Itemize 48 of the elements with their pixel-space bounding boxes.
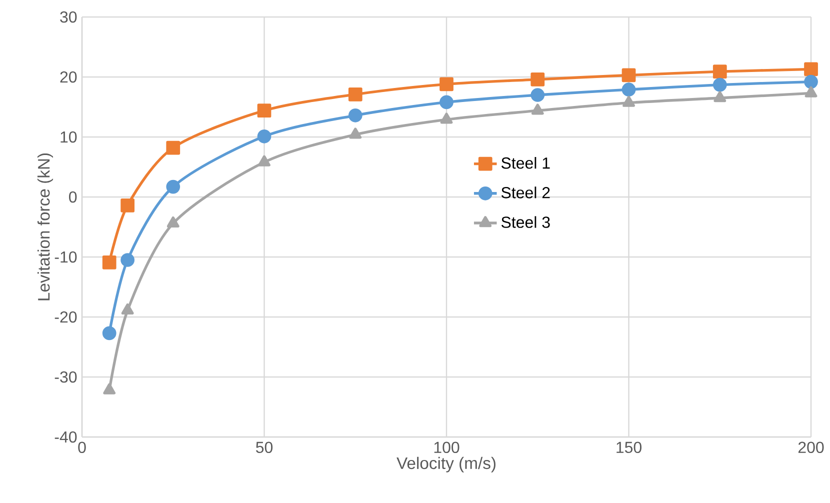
point [166,140,180,155]
point [622,68,636,82]
point [804,62,818,76]
y-tick-label: 30 [60,11,77,23]
point [120,253,134,267]
x-tick-label: 200 [798,442,824,454]
point [440,77,454,92]
y-tick-label: 10 [60,131,77,143]
point [622,82,636,97]
point [531,104,544,115]
point [258,155,270,166]
point [348,108,362,122]
x-tick-label: 50 [256,442,273,454]
point [257,104,272,118]
point [121,303,134,315]
point [530,72,545,86]
point [349,128,362,139]
point [103,383,116,394]
point [102,326,116,340]
x-tick-label: 100 [434,442,460,454]
point [120,198,134,212]
legend-label: Steel 2 [501,186,550,198]
x-axis-title: Velocity (m/s) [396,456,496,472]
y-tick-label: -20 [54,311,77,323]
point [440,95,454,110]
y-tick-label: 20 [60,71,77,83]
point [102,255,116,270]
y-tick-label: -30 [54,371,77,383]
legend-label: Steel 1 [501,157,550,169]
point [530,88,545,102]
y-tick-label: -40 [54,431,77,443]
point [166,216,180,228]
y-tick-label: 0 [69,191,77,203]
point [712,64,727,79]
point [348,87,362,102]
x-tick-label: 150 [616,442,642,454]
point [622,96,635,107]
point [257,129,272,144]
point [714,91,726,102]
point [712,78,727,92]
point [804,86,818,98]
x-tick-label: 0 [78,442,86,454]
y-axis-title: Levitation force (kN) [37,153,54,300]
legend-label: Steel 3 [501,216,550,228]
point [440,112,453,124]
y-tick-label: -10 [54,251,77,263]
point [804,74,818,89]
point [166,180,180,194]
